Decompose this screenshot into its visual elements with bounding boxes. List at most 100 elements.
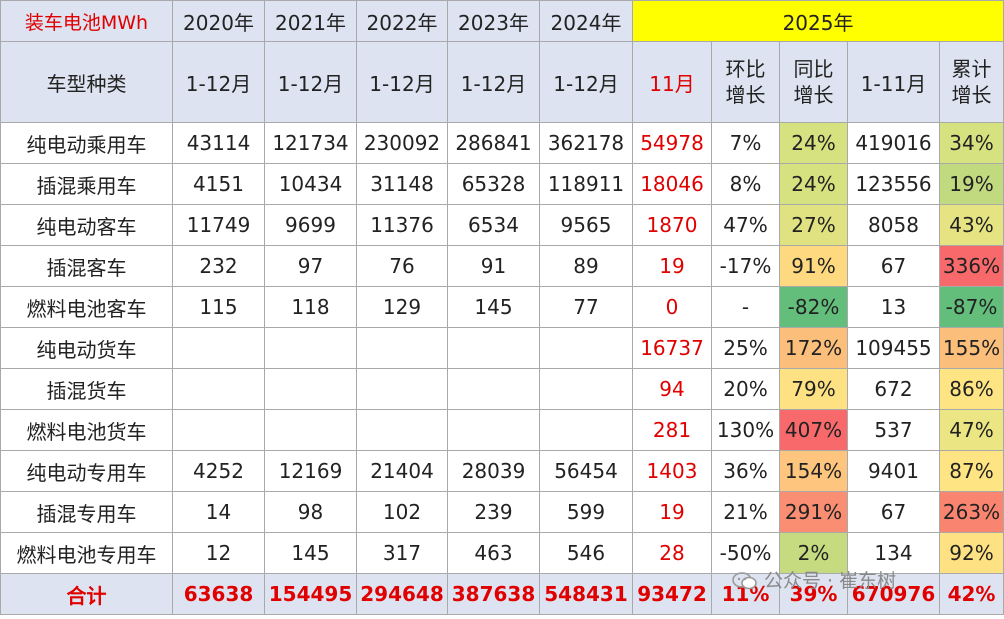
cumulative-growth-header: 累计 增长 [938,41,1004,123]
y2022-cell: 31148 [356,163,448,205]
y2024-cell: 77 [539,286,633,328]
mom-cell: 25% [711,327,780,369]
period-2021-header: 1-12月 [264,41,357,123]
ytd-cell: 134 [847,532,940,574]
vehicle-type-cell: 纯电动客车 [0,204,173,246]
y2024-cell: 546 [539,532,633,574]
mom-cell: 36% [711,450,780,492]
year-header-row: 装车电池MWh 2020年 2021年 2022年 2023年 2024年 20… [0,0,1004,42]
y2023-cell [447,327,540,369]
y2023-cell: 145 [447,286,540,328]
vehicle-type-cell: 插混专用车 [0,491,173,533]
sub-header-row: 车型种类 1-12月 1-12月 1-12月 1-12月 1-12月 11月 环… [0,41,1004,123]
cum-cell: 47% [938,409,1004,451]
year-2020-header: 2020年 [172,0,265,42]
yoy-cell: 291% [779,491,848,533]
ytd-cell: 13 [847,286,940,328]
y2020-cell: 115 [172,286,265,328]
nov-cell: 0 [632,286,712,328]
y2022-cell: 102 [356,491,448,533]
period-2023-header: 1-12月 [447,41,540,123]
year-2024-header: 2024年 [539,0,633,42]
y2020-cell: 14 [172,491,265,533]
y2024-cell: 362178 [539,122,633,164]
ytd-cell: 123556 [847,163,940,205]
table-row: 插混专用车 14 98 102 239 599 19 21% 291% 67 263% [0,491,1004,533]
year-2025-header: 2025年 [631,0,1004,42]
y2023-cell: 65328 [447,163,540,205]
table-title: 装车电池MWh [0,0,173,42]
nov-cell: 54978 [632,122,712,164]
cum-cell: 92% [938,532,1004,574]
yoy-growth-header: 同比 增长 [779,41,848,123]
wechat-icon [732,572,757,590]
y2020-cell: 12 [172,532,265,574]
y2022-cell: 21404 [356,450,448,492]
table-row: 纯电动乘用车 43114 121734 230092 286841 362178 54978… [0,122,1004,164]
ytd-cell: 67 [847,491,940,533]
y2023-cell: 239 [447,491,540,533]
ytd-cell: 8058 [847,204,940,246]
table-row: 纯电动货车 16737 25% 172% 109455 155% [0,327,1004,369]
cum-cell: -87% [938,286,1004,328]
y2020-cell [172,327,265,369]
yoy-cell: 91% [779,245,848,287]
year-2023-header: 2023年 [447,0,540,42]
y2023-cell: 28039 [447,450,540,492]
cum-cell: 336% [938,245,1004,287]
y2020-cell: 4252 [172,450,265,492]
total-row: 合计 63638 154495 294648 387638 548431 93472 11% 3… [0,573,1004,615]
y2020-cell [172,368,265,410]
y2023-cell: 463 [447,532,540,574]
cum-cell: 34% [938,122,1004,164]
period-2024-header: 1-12月 [539,41,633,123]
total-y2021-cell: 154495 [264,573,357,615]
table-row: 纯电动客车 11749 9699 11376 6534 9565 1870 47% 27% 805… [0,204,1004,246]
vehicle-type-header: 车型种类 [0,41,173,123]
total-y2022-cell: 294648 [356,573,448,615]
year-2021-header: 2021年 [264,0,357,42]
y2021-cell: 9699 [264,204,357,246]
yoy-cell: -82% [779,286,848,328]
y2022-cell: 129 [356,286,448,328]
y2024-cell: 89 [539,245,633,287]
cum-cell: 155% [938,327,1004,369]
y2021-cell: 145 [264,532,357,574]
vehicle-type-cell: 插混客车 [0,245,173,287]
mom-cell: 8% [711,163,780,205]
year-2022-header: 2022年 [356,0,448,42]
ytd-cell: 9401 [847,450,940,492]
y2024-cell [539,368,633,410]
november-header: 11月 [632,41,712,123]
cum-cell: 263% [938,491,1004,533]
cum-cell: 19% [938,163,1004,205]
vehicle-type-cell: 燃料电池客车 [0,286,173,328]
y2023-cell [447,409,540,451]
cum-cell: 87% [938,450,1004,492]
watermark: 公众号 · 崔东树 [732,566,896,593]
y2024-cell: 56454 [539,450,633,492]
y2024-cell: 9565 [539,204,633,246]
mom-growth-header: 环比 增长 [711,41,780,123]
mom-cell: - [711,286,780,328]
mom-cell: 7% [711,122,780,164]
total-cum-cell: 42% [938,573,1004,615]
vehicle-type-cell: 纯电动货车 [0,327,173,369]
y2021-cell: 121734 [264,122,357,164]
yoy-cell: 172% [779,327,848,369]
y2021-cell [264,368,357,410]
y2021-cell: 98 [264,491,357,533]
yoy-cell: 154% [779,450,848,492]
nov-cell: 28 [632,532,712,574]
ytd-cell: 109455 [847,327,940,369]
yoy-cell: 27% [779,204,848,246]
y2023-cell: 6534 [447,204,540,246]
vehicle-type-cell: 纯电动专用车 [0,450,173,492]
mom-cell: 21% [711,491,780,533]
y2024-cell [539,409,633,451]
y2021-cell: 97 [264,245,357,287]
nov-cell: 1403 [632,450,712,492]
mom-cell: 20% [711,368,780,410]
y2020-cell [172,409,265,451]
y2024-cell [539,327,633,369]
